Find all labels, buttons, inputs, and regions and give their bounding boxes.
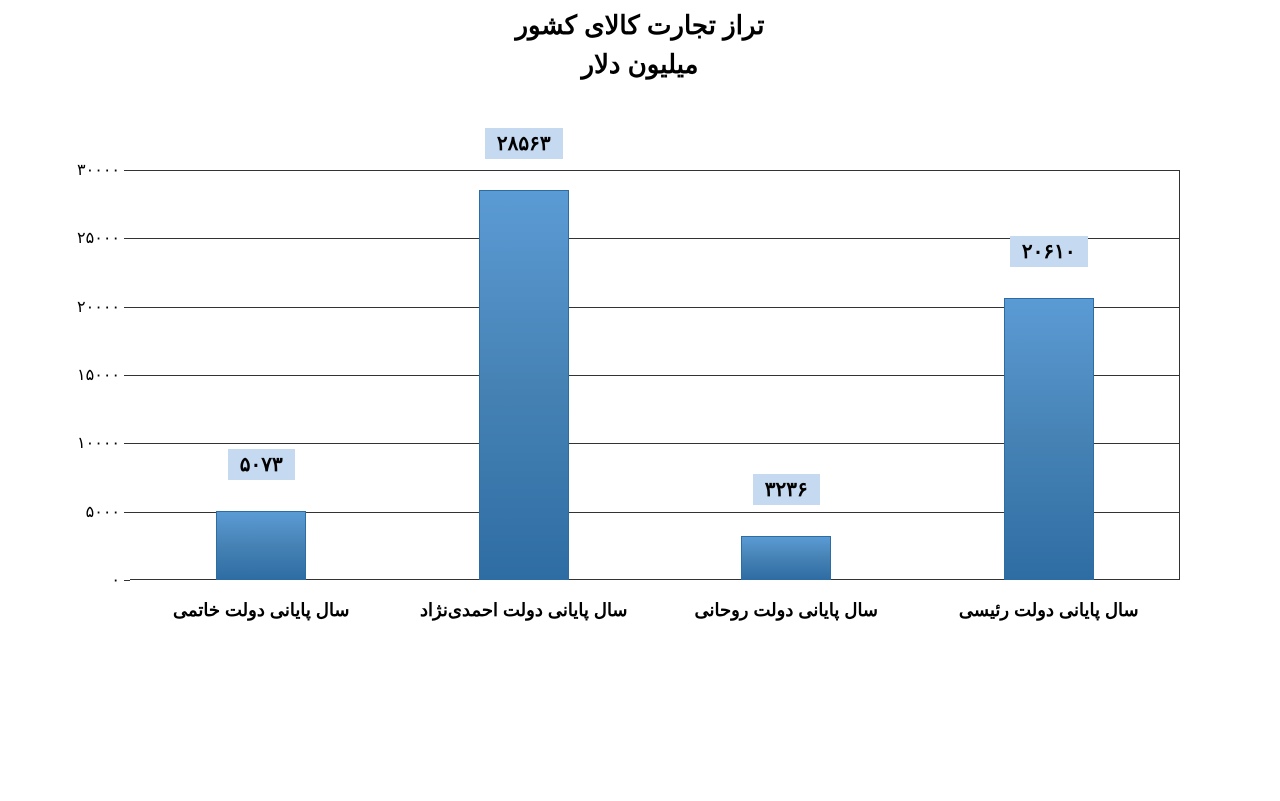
bar [1004, 298, 1094, 580]
y-tick-label: ۰ [111, 570, 120, 590]
bar-value-label: ۳۲۳۶ [753, 474, 820, 505]
chart-container: تراز تجارت کالای کشور میلیون دلار ۰۵۰۰۰۱… [0, 0, 1280, 801]
chart-title: تراز تجارت کالای کشور [0, 10, 1280, 41]
bar-group: ۲۰۶۱۰ [918, 298, 1181, 580]
x-axis-labels: سال پایانی دولت خاتمیسال پایانی دولت احم… [130, 590, 1180, 621]
y-tick-label: ۲۵۰۰۰ [77, 228, 120, 248]
bar [741, 536, 831, 580]
y-tick-label: ۲۰۰۰۰ [77, 297, 120, 317]
y-tick-label: ۱۵۰۰۰ [77, 365, 120, 385]
x-axis-label: سال پایانی دولت روحانی [655, 590, 918, 621]
bar-group: ۳۲۳۶ [655, 536, 918, 580]
y-tick-label: ۵۰۰۰ [86, 502, 120, 522]
chart-subtitle: میلیون دلار [0, 49, 1280, 80]
x-axis-label: سال پایانی دولت رئیسی [918, 590, 1181, 621]
bar-group: ۵۰۷۳ [130, 511, 393, 580]
bar-group: ۲۸۵۶۳ [393, 190, 656, 580]
bar-value-label: ۲۰۶۱۰ [1010, 236, 1088, 267]
bars-container: ۵۰۷۳۲۸۵۶۳۳۲۳۶۲۰۶۱۰ [130, 170, 1180, 580]
y-tick-mark [124, 580, 130, 581]
x-axis-label: سال پایانی دولت احمدی‌نژاد [393, 590, 656, 621]
title-block: تراز تجارت کالای کشور میلیون دلار [0, 0, 1280, 80]
plot-area: ۰۵۰۰۰۱۰۰۰۰۱۵۰۰۰۲۰۰۰۰۲۵۰۰۰۳۰۰۰۰ ۵۰۷۳۲۸۵۶۳… [130, 170, 1180, 580]
bar-value-label: ۲۸۵۶۳ [485, 128, 563, 159]
y-tick-label: ۳۰۰۰۰ [77, 160, 120, 180]
x-axis-label: سال پایانی دولت خاتمی [130, 590, 393, 621]
bar [479, 190, 569, 580]
y-tick-label: ۱۰۰۰۰ [77, 433, 120, 453]
bar [216, 511, 306, 580]
bar-value-label: ۵۰۷۳ [228, 449, 295, 480]
